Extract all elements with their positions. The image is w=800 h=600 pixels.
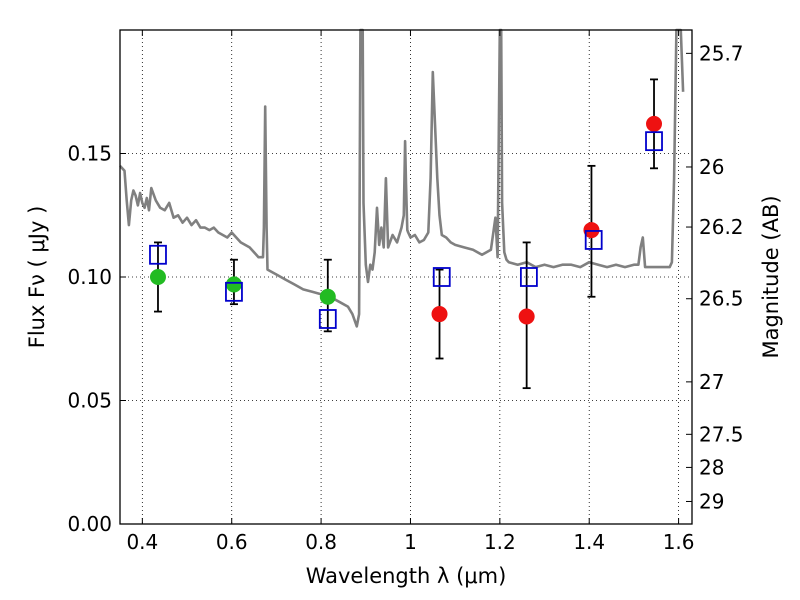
model-flux-square [432, 267, 451, 287]
y2-tick-label: 27.5 [699, 422, 744, 446]
model-flux-square [584, 230, 603, 250]
y-tick-label: 0.05 [67, 389, 112, 413]
model-flux-square [149, 244, 167, 265]
x-axis-label: Wavelength λ (μm) [306, 564, 507, 588]
x-tick-label: 1.6 [663, 530, 695, 554]
x-tick-label: 1.4 [573, 530, 605, 554]
x-tick-label: 0.4 [126, 530, 158, 554]
y-axis-label: Flux Fν ( μJy ) [25, 206, 49, 349]
nir-photometry-point [431, 306, 448, 323]
y2-tick-label: 29 [699, 489, 724, 513]
optical-photometry-point [225, 276, 242, 293]
nir-photometry-point [646, 115, 663, 132]
nir-photometry-point [518, 308, 535, 325]
grid-lines [120, 30, 692, 524]
spectrum-series [119, 28, 685, 328]
spectrum-line [119, 28, 685, 328]
x-tick-label: 1.2 [484, 530, 516, 554]
x-tick-label: 1 [404, 530, 417, 554]
model-flux-square [645, 131, 663, 152]
optical-photometry-point [149, 269, 166, 285]
y2-tick-label: 26 [699, 155, 724, 179]
y-tick-label: 0.10 [67, 265, 112, 289]
y2-tick-label: 28 [699, 455, 724, 479]
y2-tick-label: 26.5 [699, 287, 744, 311]
y-tick-label: 0.15 [67, 142, 112, 166]
optical-photometry-point [319, 288, 336, 305]
photometry-series [149, 78, 663, 390]
model-flux-square [225, 281, 243, 302]
axis-ticks: 0.4 0.6 0.8 1 1.2 1.4 1.6 0.00 0.05 0.10 0.15 25.7 2… [67, 30, 744, 554]
plot-frame [119, 29, 693, 525]
y2-tick-label: 26.2 [699, 215, 744, 239]
x-tick-label: 0.6 [216, 530, 248, 554]
model-flux-square [318, 309, 337, 329]
y2-tick-label: 25.7 [699, 41, 744, 65]
y-tick-label: 0.00 [67, 512, 112, 536]
y2-axis-label: Magnitude (AB) [759, 195, 783, 358]
model-flux-square [519, 267, 538, 287]
y2-tick-label: 27 [699, 370, 724, 394]
x-tick-label: 0.8 [305, 530, 337, 554]
